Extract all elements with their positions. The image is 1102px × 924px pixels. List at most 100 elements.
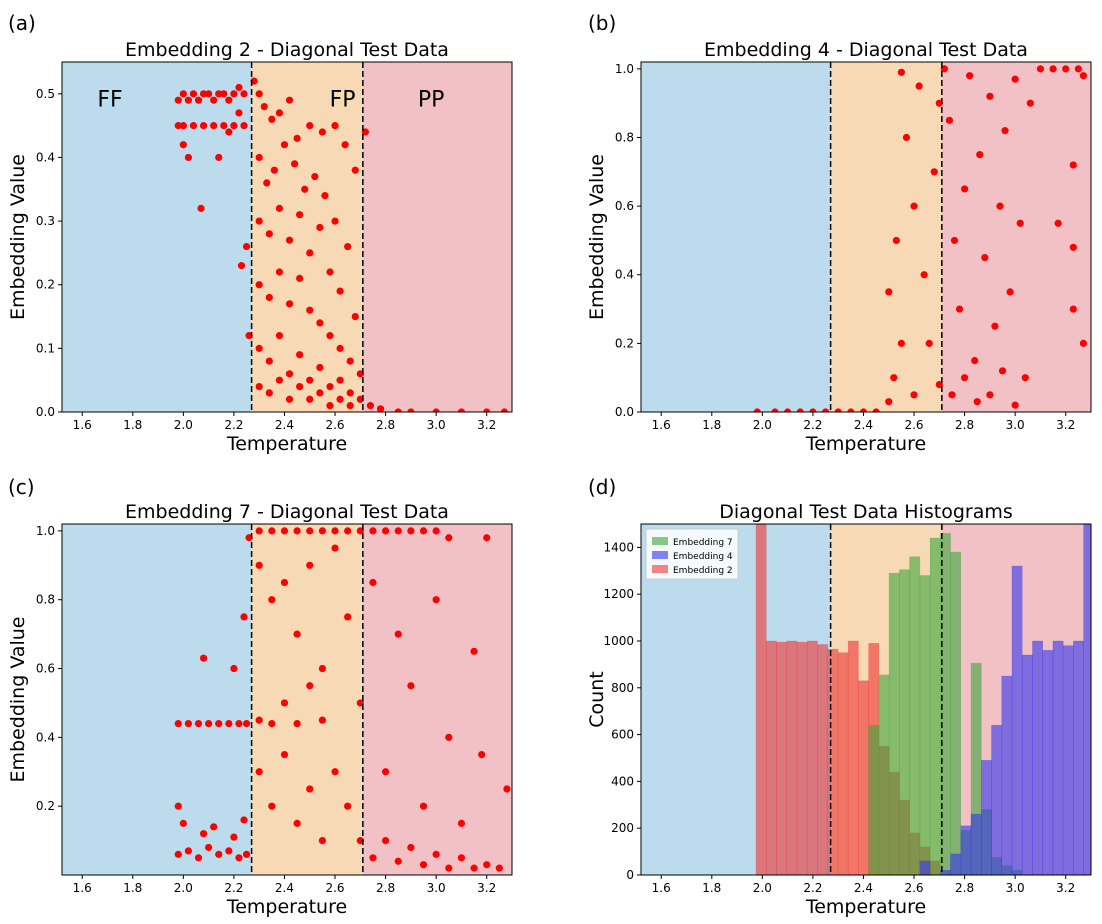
bar xyxy=(1032,640,1044,875)
data-point xyxy=(275,109,284,117)
data-point xyxy=(419,527,428,535)
legend: Embedding 7 Embedding 4 Embedding 2 xyxy=(645,528,739,580)
x-tick-label: 2.0 xyxy=(753,881,772,895)
data-point xyxy=(376,405,385,412)
x-tick-label: 3.2 xyxy=(477,418,496,432)
data-point xyxy=(194,719,203,728)
data-point xyxy=(179,90,187,98)
data-point xyxy=(205,719,213,728)
data-point xyxy=(796,408,804,412)
x-tick-label: 2.8 xyxy=(955,418,974,432)
data-point xyxy=(1069,243,1077,251)
data-point xyxy=(293,630,301,638)
data-point xyxy=(296,382,304,391)
data-point xyxy=(205,90,213,98)
data-point xyxy=(753,408,761,412)
region-fp xyxy=(251,524,363,875)
data-point xyxy=(225,128,233,136)
panel-b: 1.6 1.8 2.0 2.2 2.4 2.6 2.8 3.0 3.2 0.0 0.2 0.4 0.6 0… xyxy=(586,11,1092,455)
data-point xyxy=(265,230,273,238)
data-point xyxy=(1011,401,1019,409)
bar xyxy=(776,641,788,875)
data-point xyxy=(225,847,233,855)
data-point xyxy=(235,854,243,862)
data-point xyxy=(394,408,402,412)
y-tick-label: 0.2 xyxy=(615,336,634,350)
y-tick-label: 0.5 xyxy=(36,87,55,101)
data-point xyxy=(230,122,238,130)
data-point xyxy=(174,122,182,130)
chart-title: Embedding 7 - Diagonal Test Data xyxy=(125,501,449,523)
data-point xyxy=(293,134,301,142)
data-point xyxy=(1026,99,1034,107)
data-point xyxy=(986,391,994,399)
data-point xyxy=(268,115,276,123)
data-point xyxy=(483,408,491,412)
panel-a: FF FP PP 1.6 1.8 2.0 2.2 2.4 2.6 2.8 3.0 3.2 0.0 0.1 0… xyxy=(7,11,513,455)
data-point xyxy=(255,90,263,98)
data-point xyxy=(255,527,263,535)
data-point xyxy=(194,854,203,862)
bar xyxy=(1062,645,1074,875)
y-axis-label: Embedding Value xyxy=(7,617,29,783)
x-tick-label: 2.2 xyxy=(224,418,243,432)
data-point xyxy=(306,306,314,314)
data-point xyxy=(316,363,324,372)
bar xyxy=(919,860,931,875)
data-point xyxy=(366,402,375,410)
data-point xyxy=(771,408,779,412)
data-point xyxy=(285,96,294,104)
data-point xyxy=(346,402,354,410)
x-tick-label: 1.8 xyxy=(702,418,721,432)
data-point xyxy=(210,96,218,104)
legend-box xyxy=(645,528,739,580)
data-point xyxy=(336,287,344,295)
data-point xyxy=(344,613,352,621)
data-point xyxy=(321,192,329,200)
data-point xyxy=(872,408,880,412)
data-point xyxy=(945,116,954,124)
data-point xyxy=(331,544,339,552)
data-point xyxy=(483,861,491,869)
legend-item: Embedding 2 xyxy=(673,566,733,576)
data-point xyxy=(344,802,352,810)
data-point xyxy=(280,141,289,149)
data-point xyxy=(948,391,956,399)
plot-area xyxy=(755,524,1091,875)
data-point xyxy=(285,395,294,403)
axes-frame xyxy=(61,523,513,876)
data-point xyxy=(892,236,900,245)
data-point xyxy=(432,596,440,604)
data-point xyxy=(503,785,511,793)
x-tick-label: 3.0 xyxy=(427,418,446,432)
region-label: FF xyxy=(97,88,122,113)
data-point xyxy=(210,122,218,130)
data-point xyxy=(316,223,324,232)
data-point xyxy=(336,344,344,352)
data-point xyxy=(306,527,314,535)
y-tick-label: 0 xyxy=(626,868,634,882)
data-point xyxy=(265,293,273,302)
data-point xyxy=(331,527,339,535)
data-point xyxy=(306,682,314,690)
data-point xyxy=(885,398,893,406)
data-point xyxy=(1069,305,1077,313)
x-tick-label: 2.4 xyxy=(275,881,294,895)
bar xyxy=(827,648,839,875)
data-point xyxy=(1069,161,1077,169)
region-ff xyxy=(641,62,831,412)
panel-label: (a) xyxy=(8,11,36,35)
panel-label: (b) xyxy=(588,11,616,35)
data-point xyxy=(220,122,228,130)
data-point xyxy=(902,133,911,142)
data-point xyxy=(255,281,263,289)
data-point xyxy=(275,376,284,384)
data-point xyxy=(326,332,334,340)
x-tick-label: 2.4 xyxy=(854,418,873,432)
data-point xyxy=(351,312,359,321)
data-point xyxy=(179,122,187,130)
y-tick-label: 0.2 xyxy=(36,278,55,292)
data-point xyxy=(260,102,268,111)
x-tick-label: 2.2 xyxy=(803,881,822,895)
